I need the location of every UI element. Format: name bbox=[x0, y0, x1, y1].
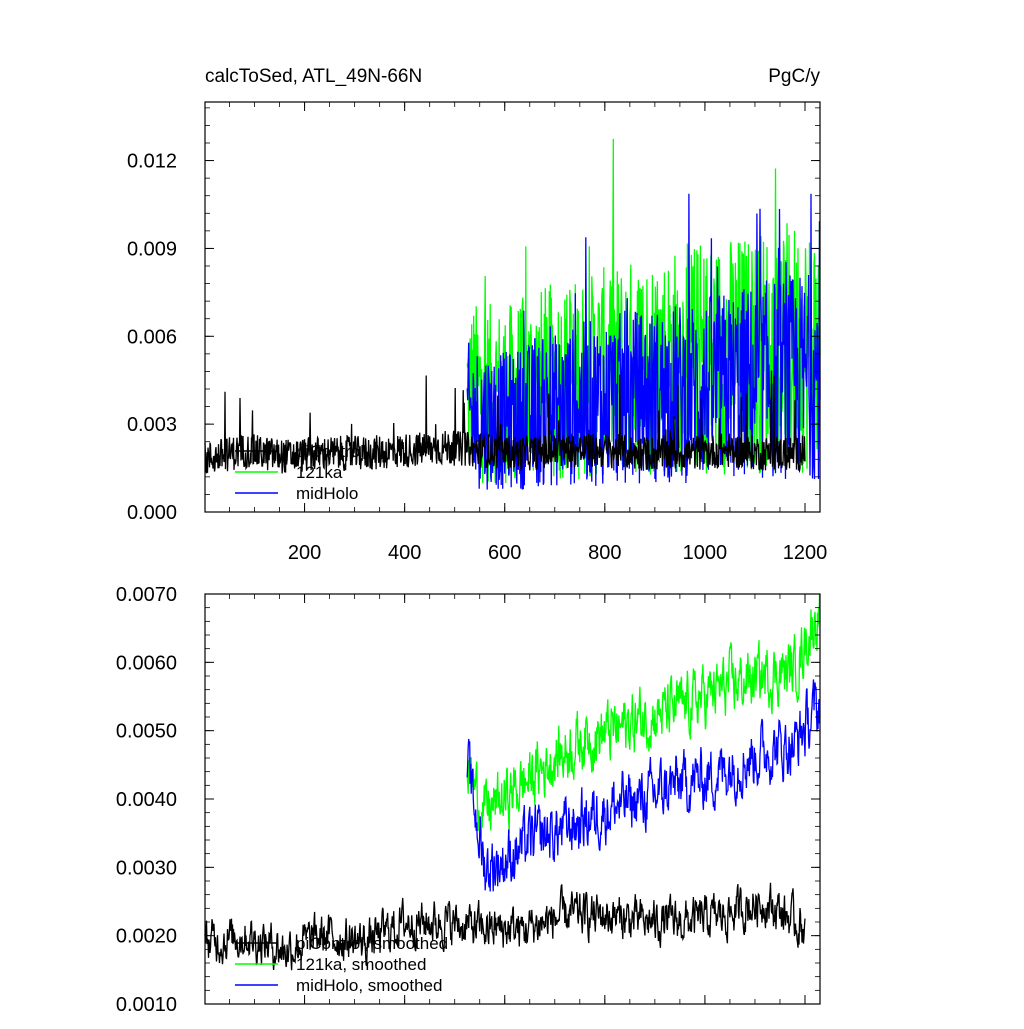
y-tick-label: 0.0070 bbox=[116, 584, 177, 606]
x-tick-label: 1000 bbox=[683, 542, 728, 564]
x-tick-label: 1200 bbox=[783, 542, 828, 564]
series-line-picontrol bbox=[204, 370, 806, 474]
top-panel-legend: piControl 121ka midHolo bbox=[235, 442, 364, 503]
y-tick-label: 0.0030 bbox=[116, 857, 177, 879]
series-line-midholo bbox=[466, 679, 821, 892]
x-tick-label: 600 bbox=[488, 542, 521, 564]
top-panel-frame bbox=[204, 101, 821, 513]
bottom-panel-series bbox=[204, 594, 821, 971]
y-tick-label: 0.003 bbox=[127, 414, 177, 436]
legend-label: piControl bbox=[296, 442, 364, 461]
legend-label: piControl, smoothed bbox=[296, 934, 448, 953]
legend-label: 121ka bbox=[296, 463, 343, 482]
top-panel-ticks: 0.000 0.003 0.006 0.009 0.012 200 400 600 800 100… bbox=[127, 102, 827, 564]
legend-label: 121ka, smoothed bbox=[296, 955, 426, 974]
legend-label: midHolo bbox=[296, 484, 358, 503]
x-tick-label: 400 bbox=[388, 542, 421, 564]
series-line-121ka bbox=[466, 594, 821, 839]
x-tick-label: 800 bbox=[588, 542, 621, 564]
series-line-midholo bbox=[466, 193, 821, 490]
top-panel-series bbox=[204, 138, 821, 490]
y-tick-label: 0.012 bbox=[127, 151, 177, 173]
y-tick-label: 0.006 bbox=[127, 326, 177, 348]
y-tick-label: 0.0050 bbox=[116, 721, 177, 743]
x-tick-label: 200 bbox=[288, 542, 321, 564]
series-line-picontrol bbox=[204, 882, 806, 971]
y-tick-label: 0.000 bbox=[127, 502, 177, 524]
y-tick-label: 0.0060 bbox=[116, 652, 177, 674]
y-tick-label: 0.009 bbox=[127, 238, 177, 260]
bottom-panel-legend: piControl, smoothed 121ka, smoothed midHol… bbox=[235, 934, 448, 995]
top-panel-title: calcToSed, ATL_49N-66N bbox=[205, 66, 422, 87]
y-tick-label: 0.0020 bbox=[116, 926, 177, 948]
y-tick-label: 0.0010 bbox=[116, 994, 177, 1016]
y-tick-label: 0.0040 bbox=[116, 789, 177, 811]
bottom-panel-ticks: 0.0010 0.0020 0.0030 0.0040 0.0050 0.0060 0.00… bbox=[116, 584, 820, 1016]
legend-label: midHolo, smoothed bbox=[296, 976, 442, 995]
top-panel: calcToSed, ATL_49N-66N PgC/y 0.0000.0030… bbox=[127, 66, 827, 564]
bottom-panel: 0.0010 0.0020 0.0030 0.0040 0.0050 0.0060 0.00… bbox=[116, 584, 821, 1016]
top-panel-units: PgC/y bbox=[768, 66, 820, 87]
